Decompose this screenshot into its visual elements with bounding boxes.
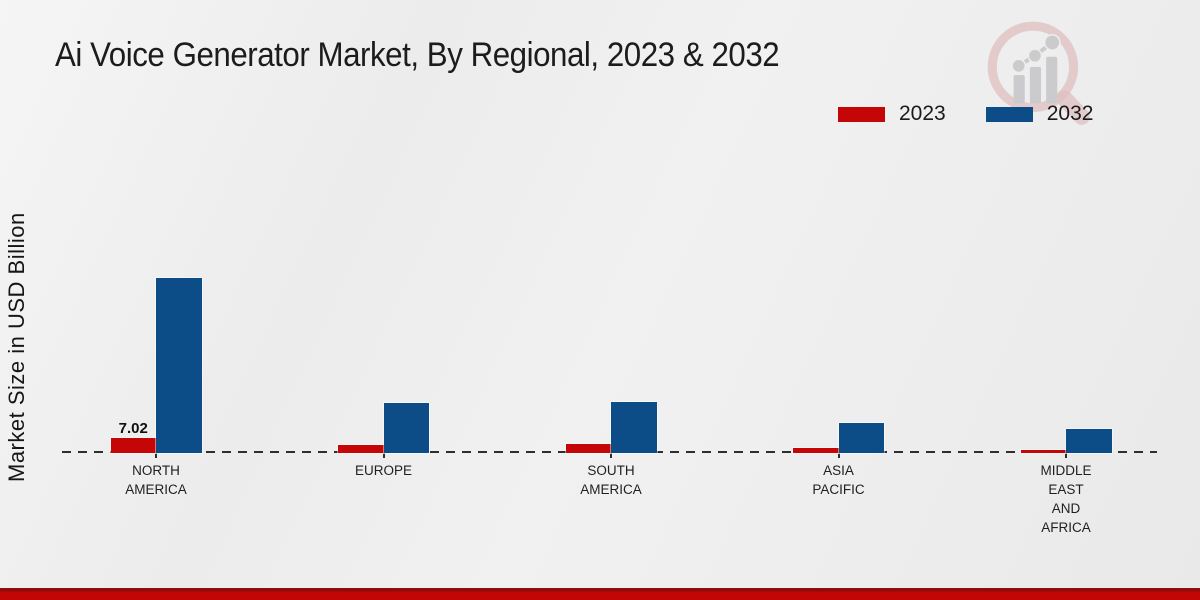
category-label-asia-pacific: ASIA PACIFIC: [812, 463, 865, 497]
bar-2023-middle-east-and-africa: [1020, 449, 1066, 453]
axis-tick-north-america: [155, 452, 157, 458]
axis-tick-europe: [382, 452, 385, 458]
legend-swatch-2023: [838, 106, 885, 122]
footer-strip: [0, 588, 1200, 600]
category-label-north-america: NORTH AMERICA: [125, 463, 187, 497]
legend-label-2032: 2032: [1046, 102, 1094, 125]
category-label-south-america: SOUTH AMERICA: [580, 463, 642, 497]
axis-tick-asia-pacific: [837, 452, 840, 458]
chart-title: Ai Voice Generator Market, By Regional, …: [55, 36, 780, 74]
legend-item-2023: 2023: [838, 102, 946, 126]
bar-2023-asia-pacific: [793, 448, 839, 453]
bar-2023-europe: [338, 445, 384, 453]
category-label-europe: EUROPE: [354, 463, 412, 478]
bar-2023-south-america: [565, 443, 611, 453]
magnifier-bar-chart-logo-icon: [987, 21, 1090, 125]
legend-item-2032: 2032: [985, 102, 1094, 126]
bar-2023-north-america: [110, 437, 156, 453]
category-label-middle-east-and-africa: MIDDLE EAST AND AFRICA: [1040, 463, 1092, 535]
axis-tick-south-america: [610, 452, 612, 458]
legend-swatch-2032: [985, 106, 1033, 122]
bar-2032-middle-east-and-africa: [1066, 429, 1112, 453]
bar-2032-north-america: [156, 277, 202, 453]
legend-label-2023: 2023: [899, 102, 946, 125]
bar-2032-europe: [383, 402, 429, 453]
bar-2032-asia-pacific: [838, 422, 884, 453]
legend: 2023 2032: [838, 102, 1093, 126]
bar-value-label-7.02: 7.02: [118, 419, 148, 437]
axis-tick-middle-east-and-africa: [1065, 452, 1067, 458]
bar-2032-south-america: [611, 402, 657, 453]
